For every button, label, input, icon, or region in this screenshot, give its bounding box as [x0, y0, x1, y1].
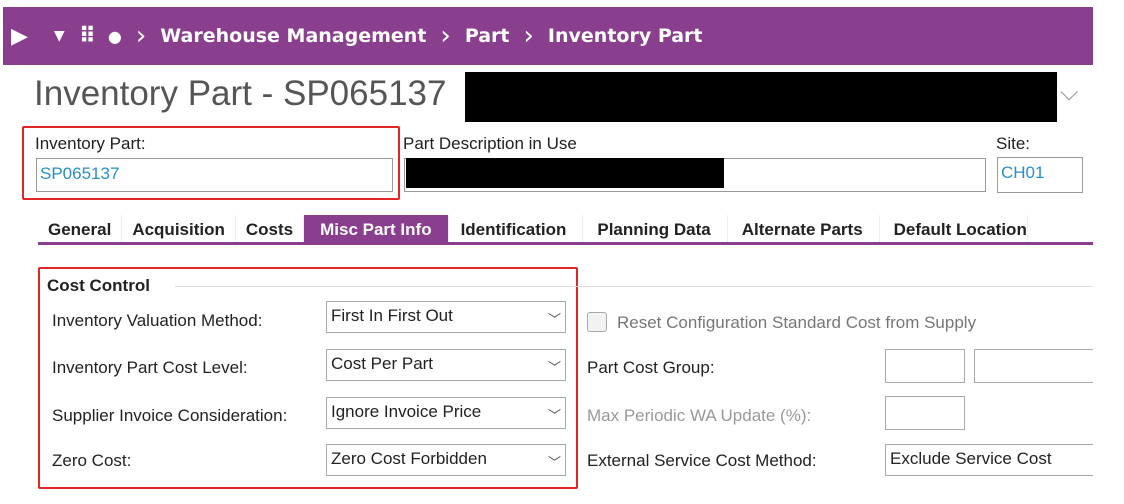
- tab-costs[interactable]: Costs: [236, 215, 305, 242]
- supplier-invoice-select[interactable]: Ignore Invoice Price ﹀: [326, 397, 566, 429]
- part-cost-group-description-field[interactable]: [974, 349, 1104, 383]
- chevron-down-icon[interactable]: ⌵: [1060, 78, 1079, 106]
- site-label: Site:: [996, 134, 1031, 153]
- chevron-down-icon: ﹀: [547, 312, 561, 327]
- tab-planning-data[interactable]: Planning Data: [583, 215, 728, 242]
- divider: [175, 286, 1093, 287]
- redacted-block: [406, 158, 724, 188]
- tab-bar: General Acquisition Costs Misc Part Info…: [38, 215, 1094, 245]
- zero-cost-label: Zero Cost:: [52, 451, 132, 470]
- highlight-box: [38, 267, 578, 489]
- page-title: Inventory Part - SP065137: [34, 74, 447, 113]
- external-service-select[interactable]: Exclude Service Cost: [885, 444, 1105, 476]
- tab-misc-part-info[interactable]: Misc Part Info: [304, 215, 449, 242]
- zero-cost-select[interactable]: Zero Cost Forbidden ﹀: [326, 444, 566, 476]
- max-periodic-field[interactable]: [885, 396, 965, 430]
- highlight-box: [22, 126, 400, 200]
- breadcrumb-inventory-part[interactable]: Inventory Part: [547, 25, 703, 47]
- breadcrumb-part[interactable]: Part: [464, 25, 510, 47]
- dropdown-icon[interactable]: ▼: [53, 28, 65, 44]
- max-periodic-label: Max Periodic WA Update (%):: [587, 406, 812, 425]
- reset-config-checkbox[interactable]: [587, 312, 607, 332]
- select-value: Zero Cost Forbidden: [331, 449, 487, 468]
- chevron-down-icon: ﹀: [547, 360, 561, 375]
- tab-acquisition[interactable]: Acquisition: [122, 215, 236, 242]
- apps-grid-icon[interactable]: ⠿: [78, 23, 96, 49]
- tab-identification[interactable]: Identification: [449, 215, 584, 242]
- select-value: Ignore Invoice Price: [331, 402, 482, 421]
- select-value: Cost Per Part: [331, 354, 434, 373]
- inventory-part-label: Inventory Part:: [35, 134, 146, 153]
- cost-level-select[interactable]: Cost Per Part ﹀: [326, 349, 566, 381]
- redacted-block: [465, 72, 1057, 122]
- top-nav-bar: ▶ ▼ ⠿ ● › Warehouse Management › Part › …: [3, 7, 1093, 65]
- chevron-right-icon: ›: [523, 21, 534, 51]
- valuation-method-label: Inventory Valuation Method:: [52, 311, 263, 330]
- part-cost-group-label: Part Cost Group:: [587, 358, 715, 377]
- play-icon[interactable]: ▶: [11, 23, 28, 49]
- cost-control-heading: Cost Control: [47, 276, 150, 295]
- breadcrumb-warehouse-management[interactable]: Warehouse Management: [160, 25, 427, 47]
- chevron-down-icon: ﹀: [547, 408, 561, 423]
- chevron-right-icon: ›: [440, 21, 451, 51]
- valuation-method-select[interactable]: First In First Out ﹀: [326, 301, 566, 333]
- chevron-right-icon: ›: [135, 21, 147, 51]
- external-service-label: External Service Cost Method:: [587, 451, 817, 470]
- select-value: Exclude Service Cost: [890, 449, 1052, 468]
- dot-icon[interactable]: ●: [107, 26, 122, 46]
- page-edge: [1093, 0, 1124, 504]
- tab-default-location[interactable]: Default Location: [880, 215, 1028, 242]
- chevron-down-icon: ﹀: [547, 455, 561, 470]
- reset-config-label: Reset Configuration Standard Cost from S…: [617, 313, 977, 332]
- tab-alternate-parts[interactable]: Alternate Parts: [728, 215, 880, 242]
- supplier-invoice-label: Supplier Invoice Consideration:: [52, 406, 288, 425]
- tab-general[interactable]: General: [38, 215, 123, 242]
- site-field[interactable]: CH01: [997, 157, 1083, 193]
- select-value: First In First Out: [331, 306, 453, 325]
- inventory-part-field[interactable]: SP065137: [36, 158, 393, 192]
- cost-level-label: Inventory Part Cost Level:: [52, 358, 248, 377]
- part-description-label: Part Description in Use: [403, 134, 577, 153]
- part-cost-group-field[interactable]: [885, 349, 965, 383]
